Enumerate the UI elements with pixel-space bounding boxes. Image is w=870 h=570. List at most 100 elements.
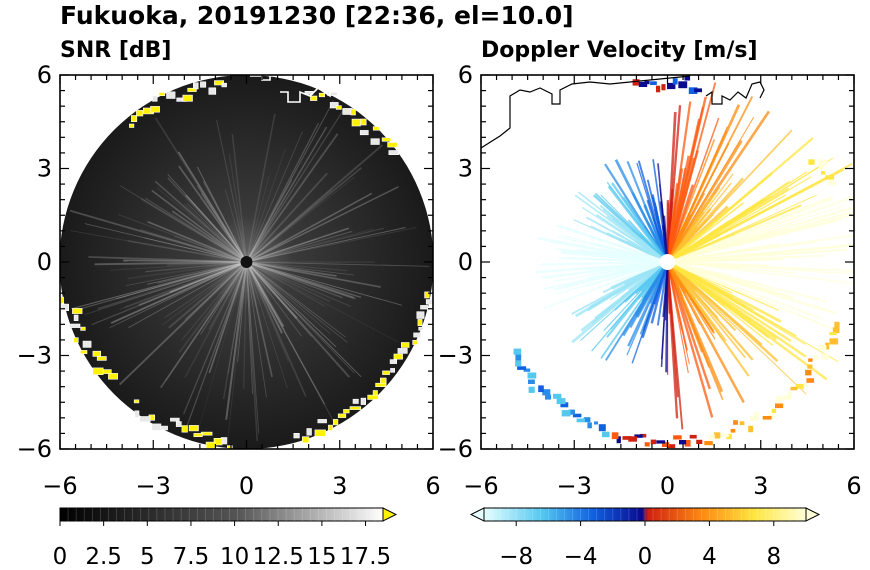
velocity-rim-echo: [556, 398, 566, 405]
snr-rim-echo: [351, 118, 361, 127]
snr-rim-echo: [82, 340, 92, 348]
snr-rim-echo: [182, 94, 193, 102]
velocity-streak: [636, 162, 669, 263]
snr-streak: [116, 261, 247, 300]
snr-rim-echo: [175, 421, 182, 427]
velocity-rim-echo: [696, 439, 703, 444]
snr-rim-echo: [293, 432, 300, 439]
snr-streak: [118, 261, 248, 386]
velocity-rim-echo: [632, 79, 640, 86]
snr-rim-echo: [387, 142, 398, 148]
snr-colorbar-extend-max: [382, 507, 398, 522]
snr-rim-echo: [389, 359, 398, 364]
velocity-streak: [667, 195, 854, 264]
snr-rim-echo: [328, 424, 333, 431]
snr-streak: [245, 167, 362, 263]
snr-streak: [169, 261, 247, 293]
velocity-rim-echo: [515, 360, 522, 367]
velocity-streak: [666, 139, 743, 263]
snr-rim-echo: [73, 314, 79, 321]
snr-streak: [146, 261, 247, 285]
snr-streak: [109, 261, 247, 328]
velocity-streak: [666, 96, 707, 263]
snr-rim-echo: [200, 81, 207, 88]
snr-streak: [110, 261, 247, 324]
velocity-streak: [610, 261, 669, 330]
velocity-streak: [667, 261, 828, 303]
snr-rim-echo: [80, 350, 88, 354]
velocity-rim-echo: [528, 379, 535, 384]
snr-streak: [70, 230, 247, 263]
velocity-radar-center: [659, 254, 676, 270]
snr-streak: [168, 261, 248, 329]
snr-streak: [94, 261, 247, 266]
snr-streak: [246, 227, 350, 263]
snr-streak: [164, 261, 247, 318]
snr-streak: [246, 131, 303, 263]
velocity-streak: [667, 250, 819, 263]
velocity-rim-echo: [515, 353, 522, 361]
velocity-rim-echo: [775, 403, 784, 409]
snr-streak: [246, 261, 331, 335]
snr-rim-echo: [69, 323, 81, 328]
snr-streak: [184, 261, 248, 378]
snr-streak: [246, 238, 318, 263]
snr-streak: [224, 189, 248, 263]
snr-ytick-label: −3: [17, 342, 52, 370]
velocity-rim-echo: [640, 433, 647, 438]
snr-streak: [69, 209, 247, 263]
velocity-streak: [666, 261, 828, 381]
snr-rim-echo: [92, 350, 102, 357]
snr-streak: [120, 185, 247, 263]
velocity-rim-echo: [672, 78, 678, 85]
velocity-streak: [666, 261, 727, 342]
snr-rim-echo: [416, 311, 425, 319]
snr-colorbar-label: 15: [307, 544, 336, 570]
velocity-rim-echo: [748, 425, 754, 433]
snr-rim-echo: [413, 332, 422, 338]
velocity-streak: [591, 261, 668, 276]
snr-rim-echo: [318, 92, 326, 98]
snr-streak: [246, 189, 333, 263]
snr-streak: [171, 210, 247, 263]
snr-streak: [161, 261, 247, 326]
snr-streak: [182, 261, 248, 415]
velocity-xtick-label: 6: [846, 472, 861, 500]
snr-xtick-label: 3: [332, 472, 347, 500]
velocity-rim-echo: [818, 159, 827, 166]
snr-colorbar-label: 5: [140, 544, 155, 570]
velocity-streak: [666, 117, 720, 263]
velocity-streak: [573, 219, 668, 263]
snr-streak: [91, 261, 247, 326]
velocity-rim-echo: [656, 440, 666, 444]
velocity-xtick-label: 0: [660, 472, 675, 500]
velocity-rim-echo: [628, 436, 637, 442]
velocity-streak: [666, 143, 730, 263]
velocity-streak: [574, 194, 668, 263]
velocity-streak: [580, 260, 669, 332]
snr-rim-echo: [343, 409, 350, 414]
velocity-rim-echo: [708, 434, 715, 440]
snr-rim-echo: [372, 126, 380, 131]
velocity-streak: [667, 204, 802, 263]
snr-rim-echo: [150, 106, 160, 113]
snr-rim-echo: [360, 118, 367, 126]
snr-rim-echo: [420, 305, 428, 310]
velocity-rim-echo: [790, 386, 798, 391]
snr-streak: [246, 261, 352, 307]
snr-streak: [165, 261, 248, 382]
snr-panel: SNR [dB] −6 −3 0 3 6 6 3 0 −3 −6 0 2.5 5 7.5 10 12.5 15…: [17, 38, 441, 570]
velocity-streak: [585, 261, 668, 287]
snr-rim-echo: [73, 337, 79, 343]
velocity-rim-echo: [661, 84, 666, 91]
velocity-rim-echo: [825, 342, 830, 350]
velocity-rim-echo: [808, 358, 813, 362]
snr-streak: [246, 261, 337, 277]
snr-streak: [125, 261, 247, 287]
snr-streak: [144, 237, 247, 263]
velocity-rim-echo: [829, 332, 837, 336]
velocity-streak: [602, 208, 668, 263]
velocity-colorbar-ticks: −8 −4 0 4 8: [491, 508, 799, 570]
snr-rim-echo: [382, 370, 390, 375]
snr-streak: [222, 261, 248, 400]
